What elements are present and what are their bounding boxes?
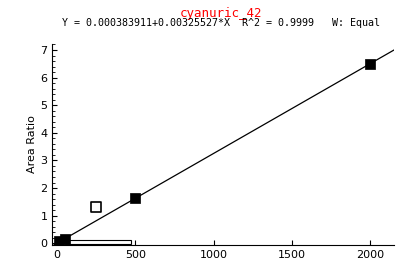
Point xyxy=(93,205,99,209)
Point xyxy=(61,236,68,241)
Point xyxy=(367,61,373,66)
Text: cyanuric_42: cyanuric_42 xyxy=(179,7,262,20)
Text: Y = 0.000383911+0.00325527*X  R^2 = 0.9999   W: Equal: Y = 0.000383911+0.00325527*X R^2 = 0.999… xyxy=(62,18,379,28)
Point xyxy=(55,239,62,244)
Bar xyxy=(65,240,130,244)
Y-axis label: Area Ratio: Area Ratio xyxy=(27,116,37,173)
Point xyxy=(132,195,138,200)
